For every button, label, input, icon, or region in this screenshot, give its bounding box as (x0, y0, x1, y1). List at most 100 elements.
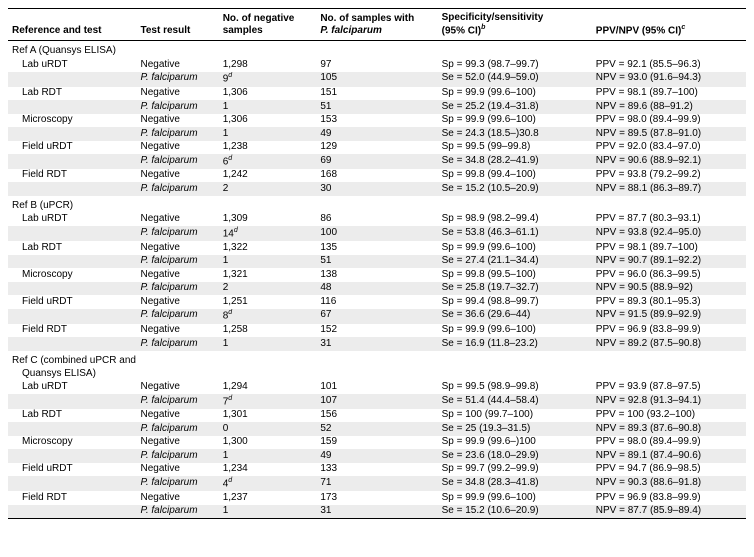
spec-sens-cell: Se = 24.3 (18.5–)30.8 (438, 127, 592, 141)
table-row: P. falciparum052Se = 25 (19.3–31.5)NPV =… (8, 422, 746, 436)
neg-samples-cell: 1,251 (219, 295, 317, 309)
neg-samples-cell: 1,234 (219, 463, 317, 477)
table-row: Field RDTNegative1,237173Sp = 99.9 (99.6… (8, 491, 746, 505)
col-pn-l1: PPV/NPV (95% CI) (596, 25, 682, 36)
ppv-npv-cell: NPV = 93.0 (91.6–94.3) (592, 72, 746, 87)
section-title-row: Ref B (uPCR) (8, 196, 746, 213)
neg-samples-cell: 8d (219, 309, 317, 324)
neg-samples-cell: 1 (219, 337, 317, 351)
pf-samples-cell: 173 (316, 491, 437, 505)
test-result-cell: P. falciparum (136, 337, 218, 351)
neg-samples-cell: 9d (219, 72, 317, 87)
pf-samples-cell: 69 (316, 154, 437, 169)
spec-sens-cell: Se = 51.4 (44.4–58.4) (438, 394, 592, 409)
table-row: Lab RDTNegative1,322135Sp = 99.9 (99.6–1… (8, 241, 746, 255)
table-row: P. falciparum248Se = 25.8 (19.7–32.7)NPV… (8, 282, 746, 296)
spec-sens-cell: Se = 34.8 (28.2–41.9) (438, 154, 592, 169)
test-result-cell: P. falciparum (136, 100, 218, 114)
neg-samples-cell: 2 (219, 282, 317, 296)
spec-sens-cell: Sp = 99.9 (99.6–100) (438, 491, 592, 505)
test-result-cell: Negative (136, 213, 218, 227)
pf-samples-cell: 51 (316, 100, 437, 114)
pf-samples-cell: 151 (316, 87, 437, 101)
test-result-cell: Negative (136, 87, 218, 101)
neg-samples-cell: 6d (219, 154, 317, 169)
spec-sens-cell: Se = 23.6 (18.0–29.9) (438, 449, 592, 463)
test-name-cell (8, 505, 136, 519)
ppv-npv-cell: NPV = 88.1 (86.3–89.7) (592, 182, 746, 196)
test-result-cell: Negative (136, 268, 218, 282)
spec-sens-cell: Se = 25.2 (19.4–31.8) (438, 100, 592, 114)
col-ppv-npv: PPV/NPV (95% CI)c (592, 9, 746, 41)
table-row: P. falciparum149Se = 23.6 (18.0–29.9)NPV… (8, 449, 746, 463)
spec-sens-cell: Se = 15.2 (10.6–20.9) (438, 505, 592, 519)
section-title-row: Ref C (combined uPCR and (8, 351, 746, 368)
test-result-cell: P. falciparum (136, 309, 218, 324)
col-ss-l2: (95% CI) (442, 25, 481, 36)
section-title: Ref B (uPCR) (8, 196, 746, 213)
table-row: P. falciparum6d69Se = 34.8 (28.2–41.9)NP… (8, 154, 746, 169)
test-name-cell: Field uRDT (8, 295, 136, 309)
test-name-cell: Lab uRDT (8, 213, 136, 227)
spec-sens-cell: Se = 16.9 (11.8–23.2) (438, 337, 592, 351)
ppv-npv-cell: NPV = 89.6 (88–91.2) (592, 100, 746, 114)
ppv-npv-cell: NPV = 89.3 (87.6–90.8) (592, 422, 746, 436)
ppv-npv-cell: NPV = 92.8 (91.3–94.1) (592, 394, 746, 409)
spec-sens-cell: Sp = 99.9 (99.6–100) (438, 114, 592, 128)
neg-samples-cell: 0 (219, 422, 317, 436)
ppv-npv-cell: PPV = 93.8 (79.2–99.2) (592, 169, 746, 183)
table-row: MicroscopyNegative1,306153Sp = 99.9 (99.… (8, 114, 746, 128)
test-name-cell: Field RDT (8, 491, 136, 505)
table-row: MicroscopyNegative1,321138Sp = 99.8 (99.… (8, 268, 746, 282)
neg-samples-cell: 2 (219, 182, 317, 196)
test-result-cell: Negative (136, 114, 218, 128)
neg-samples-cell: 1,298 (219, 58, 317, 72)
neg-samples-cell: 1 (219, 505, 317, 519)
table-row: Field uRDTNegative1,234133Sp = 99.7 (99.… (8, 463, 746, 477)
test-result-cell: P. falciparum (136, 282, 218, 296)
neg-samples-cell: 14d (219, 226, 317, 241)
test-name-cell: Field RDT (8, 169, 136, 183)
test-name-cell: Microscopy (8, 114, 136, 128)
section-title: Ref A (Quansys ELISA) (8, 41, 746, 59)
neg-samples-cell: 4d (219, 476, 317, 491)
neg-samples-cell: 1,300 (219, 436, 317, 450)
pf-samples-cell: 107 (316, 394, 437, 409)
test-name-cell: Field RDT (8, 324, 136, 338)
ppv-npv-cell: PPV = 96.0 (86.3–99.5) (592, 268, 746, 282)
pf-samples-cell: 129 (316, 141, 437, 155)
test-name-cell (8, 309, 136, 324)
spec-sens-cell: Sp = 99.5 (98.9–99.8) (438, 381, 592, 395)
test-name-cell: Microscopy (8, 268, 136, 282)
ppv-npv-cell: NPV = 89.5 (87.8–91.0) (592, 127, 746, 141)
ppv-npv-cell: NPV = 89.2 (87.5–90.8) (592, 337, 746, 351)
table-row: Field RDTNegative1,242168Sp = 99.8 (99.4… (8, 169, 746, 183)
ppv-npv-cell: PPV = 96.9 (83.8–99.9) (592, 491, 746, 505)
ppv-npv-cell: NPV = 90.3 (88.6–91.8) (592, 476, 746, 491)
pf-samples-cell: 31 (316, 505, 437, 519)
col-neg-l1: No. of negative (223, 13, 295, 24)
neg-samples-cell: 1,242 (219, 169, 317, 183)
results-table: Reference and test Test result No. of ne… (8, 8, 746, 519)
test-result-cell: P. falciparum (136, 127, 218, 141)
pf-samples-cell: 51 (316, 255, 437, 269)
test-name-cell (8, 449, 136, 463)
test-result-cell: P. falciparum (136, 449, 218, 463)
neg-samples-cell: 1,322 (219, 241, 317, 255)
neg-samples-cell: 1,309 (219, 213, 317, 227)
spec-sens-cell: Sp = 99.9 (99.6–100) (438, 87, 592, 101)
table-row: Lab uRDTNegative1,29897Sp = 99.3 (98.7–9… (8, 58, 746, 72)
neg-samples-cell: 1,306 (219, 114, 317, 128)
spec-sens-cell: Sp = 99.9 (99.6–100) (438, 324, 592, 338)
pf-samples-cell: 97 (316, 58, 437, 72)
spec-sens-cell: Se = 52.0 (44.9–59.0) (438, 72, 592, 87)
pf-samples-cell: 49 (316, 449, 437, 463)
pf-samples-cell: 105 (316, 72, 437, 87)
ppv-npv-cell: PPV = 94.7 (86.9–98.5) (592, 463, 746, 477)
spec-sens-cell: Sp = 100 (99.7–100) (438, 409, 592, 423)
test-name-cell: Field uRDT (8, 141, 136, 155)
test-name-cell (8, 72, 136, 87)
neg-samples-cell: 1,258 (219, 324, 317, 338)
col-pf-l2: P. falciparum (320, 25, 382, 36)
test-name-cell (8, 127, 136, 141)
